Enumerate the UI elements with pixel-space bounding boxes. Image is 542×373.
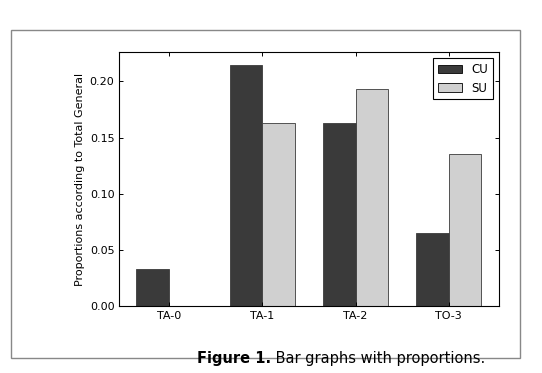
Bar	[262, 123, 295, 306]
Bar	[323, 123, 356, 306]
Legend: CU, SU: CU, SU	[434, 58, 493, 100]
Text: Figure 1.: Figure 1.	[197, 351, 271, 366]
Bar	[416, 233, 449, 306]
Bar	[137, 269, 169, 306]
Bar	[356, 89, 388, 306]
Text: Bar graphs with proportions.: Bar graphs with proportions.	[271, 351, 485, 366]
Y-axis label: Proportions according to Total General: Proportions according to Total General	[75, 72, 86, 286]
Bar	[230, 65, 262, 306]
Bar	[449, 154, 481, 306]
